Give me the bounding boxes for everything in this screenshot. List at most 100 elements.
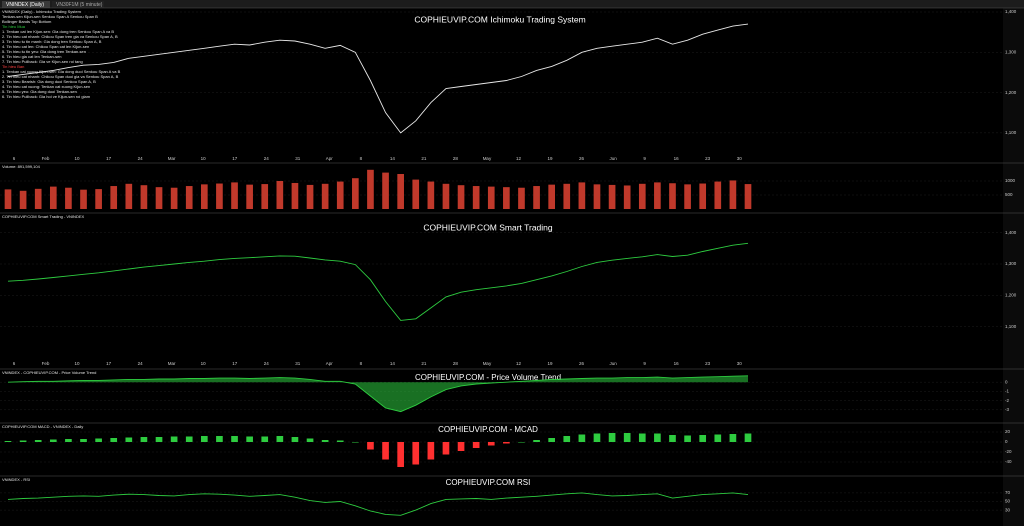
- bar: [578, 434, 586, 442]
- panel-title: COPHIEUVIP.COM RSI: [446, 478, 531, 487]
- tab-bar: [0, 0, 1024, 8]
- bar: [246, 184, 253, 209]
- info-line: 3. Tin hieu tu tin manh: Gia dong tren S…: [2, 39, 102, 44]
- bar: [110, 438, 118, 442]
- info-line: VNINDEX - RSI: [2, 477, 30, 482]
- x-tick-label: 17: [232, 361, 238, 366]
- bar: [699, 183, 707, 209]
- series-line: [7, 23, 749, 134]
- bar: [699, 435, 707, 442]
- y-tick-label: -1: [1005, 389, 1009, 394]
- panel-title: COPHIEUVIP.COM - Price Volume Trend: [415, 373, 561, 382]
- x-tick-label: 19: [548, 361, 554, 366]
- x-tick-label: Jun: [609, 361, 617, 366]
- bar: [533, 186, 540, 209]
- x-tick-label: 14: [390, 156, 396, 161]
- info-line: 6. Tin hieu Pullback: Gia hoi ve Kijun-s…: [2, 94, 91, 99]
- x-tick-label: Feb: [42, 156, 50, 161]
- y-tick-label: 1,300: [1005, 49, 1017, 54]
- bar: [246, 436, 253, 442]
- bar: [518, 187, 525, 209]
- series-line: [7, 492, 749, 516]
- bar: [95, 189, 102, 209]
- x-tick-label: 14: [390, 361, 396, 366]
- bar: [231, 436, 238, 442]
- bar: [518, 442, 525, 443]
- tab[interactable]: [2, 1, 50, 8]
- bar: [49, 186, 57, 209]
- x-tick-label: 31: [295, 156, 301, 161]
- bar: [412, 179, 420, 209]
- x-tick-label: 6: [13, 156, 16, 161]
- info-line: 6. Tin hieu gia cat len Tenkan-sen: [2, 54, 62, 59]
- x-tick-label: 24: [138, 156, 144, 161]
- bar: [34, 188, 42, 209]
- info-line: 4. Tin hieu cat len: Chikou Span cat len…: [2, 44, 89, 49]
- bar: [503, 187, 510, 209]
- panel-title: COPHIEUVIP.COM Smart Trading: [423, 222, 553, 232]
- y-tick-label: 1,200: [1005, 293, 1017, 298]
- info-line: COPHIEUVIP.COM MACD - VNINDEX - Daily: [2, 424, 83, 429]
- bar: [185, 436, 193, 442]
- info-line: 2. Tin hieu cat nhanh: Chikou Span duoi …: [2, 74, 119, 79]
- x-tick-label: 8: [360, 156, 363, 161]
- bar: [548, 184, 556, 209]
- bar: [684, 184, 691, 209]
- tab-label[interactable]: VN30F1M (5 minute): [56, 2, 103, 8]
- x-tick-label: 12: [516, 156, 522, 161]
- x-tick-label: 30: [737, 156, 743, 161]
- bar: [427, 181, 435, 209]
- info-line: Tin hieu Mua: [2, 24, 26, 29]
- bar: [170, 436, 178, 442]
- x-tick-label: 17: [106, 361, 112, 366]
- bar: [382, 442, 389, 460]
- bar: [397, 174, 404, 209]
- x-tick-label: 31: [295, 361, 301, 366]
- bar: [19, 440, 27, 442]
- bar: [578, 182, 586, 209]
- y-tick-label: 1,100: [1005, 130, 1017, 135]
- bar: [563, 436, 571, 442]
- x-tick-label: 10: [201, 361, 207, 366]
- bar: [487, 186, 495, 209]
- bar: [185, 186, 193, 209]
- info-line: 2. Tin hieu cat nhanh: Chikou Span tren …: [2, 34, 118, 39]
- bar: [684, 435, 691, 442]
- tab-label[interactable]: VNINDEX (Daily): [6, 2, 44, 8]
- x-tick-label: 17: [232, 156, 238, 161]
- info-line: 1. Tenkan cat len Kijun-sen: Gia dong tr…: [2, 29, 114, 34]
- bar: [533, 440, 540, 442]
- bar: [593, 433, 601, 442]
- bar: [623, 185, 631, 209]
- bar: [4, 189, 12, 209]
- x-tick-label: 12: [516, 361, 522, 366]
- y-tick-label: 20: [1005, 429, 1011, 434]
- bar: [19, 190, 27, 209]
- x-tick-label: Mar: [168, 361, 176, 366]
- bar: [382, 172, 389, 209]
- x-tick-label: 26: [579, 156, 585, 161]
- x-tick-label: 10: [75, 361, 81, 366]
- y-tick-label: 1,300: [1005, 261, 1017, 266]
- bar: [744, 433, 752, 442]
- bar: [155, 187, 163, 209]
- bar: [65, 439, 72, 442]
- bar: [216, 183, 223, 209]
- bar: [669, 435, 676, 442]
- bar: [654, 182, 661, 209]
- bar: [623, 433, 631, 442]
- bar: [155, 437, 163, 442]
- tab[interactable]: [52, 1, 104, 8]
- bar: [95, 438, 102, 442]
- bar: [593, 184, 601, 209]
- x-tick-label: 19: [548, 156, 554, 161]
- bar: [654, 433, 661, 442]
- bar: [65, 187, 72, 209]
- info-line: 3. Tin hieu Bearish: Gia dong duoi Senko…: [2, 79, 96, 84]
- info-line: 7. Tin hieu Pullback: Gia ve Kijun-sen r…: [2, 59, 83, 64]
- x-tick-label: 16: [674, 361, 680, 366]
- bar: [442, 442, 450, 455]
- x-tick-label: 9: [643, 156, 646, 161]
- bar: [548, 438, 556, 442]
